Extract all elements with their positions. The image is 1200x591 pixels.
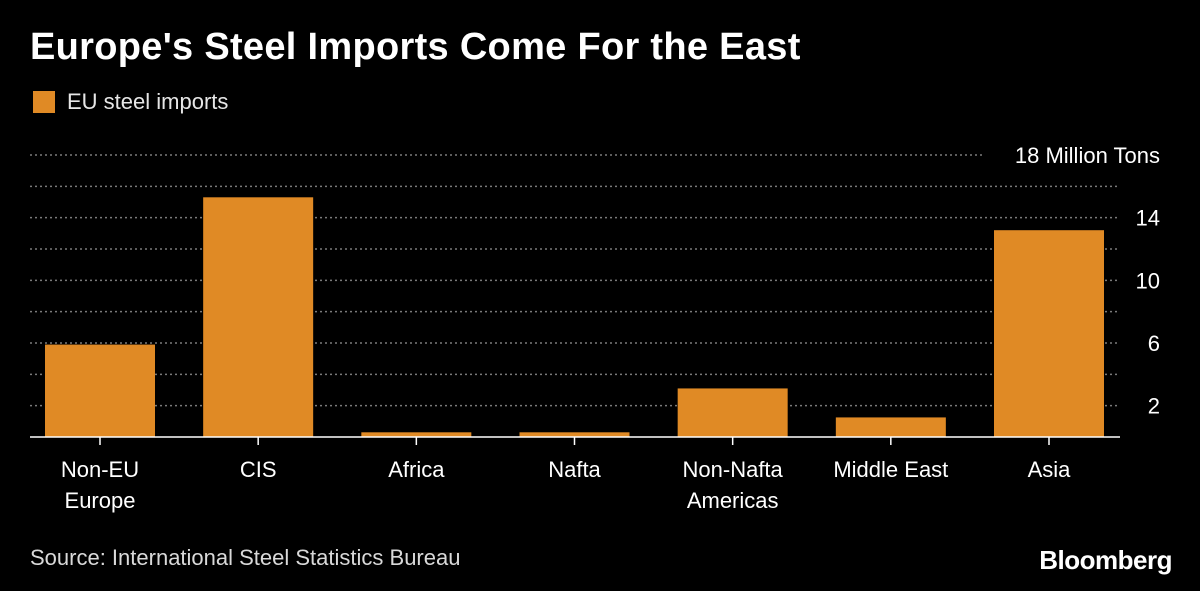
y-tick-label: 2 xyxy=(1148,394,1160,419)
bars-layer xyxy=(45,197,1104,437)
bar xyxy=(677,388,788,437)
bar xyxy=(203,197,314,437)
x-tick-label-line: Middle East xyxy=(833,457,948,482)
x-tick-label: Nafta xyxy=(548,457,601,482)
y-tick-labels: 2 6 10 14 18 Million Tons xyxy=(1015,143,1160,419)
x-tick-label-line: Non-Nafta xyxy=(683,457,784,482)
x-tick-label-line: Nafta xyxy=(548,457,601,482)
bar xyxy=(361,432,472,437)
legend-label: EU steel imports xyxy=(67,89,229,114)
legend-swatch xyxy=(33,91,55,113)
chart-title: Europe's Steel Imports Come For the East xyxy=(30,26,801,68)
x-tick-label-line: Asia xyxy=(1028,457,1072,482)
bar xyxy=(835,417,946,437)
x-tick-label-line: CIS xyxy=(240,457,277,482)
x-tick-label: Non-EU Europe xyxy=(61,457,139,513)
x-tick-label: Middle East xyxy=(833,457,948,482)
x-tick-labels: Non-EU Europe CIS Africa Nafta Non-Nafta Ameri… xyxy=(61,457,1071,513)
x-tick-label-line: Non-EU xyxy=(61,457,139,482)
x-tick-label: CIS xyxy=(240,457,277,482)
x-tick-label: Non-Nafta Americas xyxy=(683,457,784,513)
source-note: Source: International Steel Statistics B… xyxy=(30,545,461,570)
axis-layer xyxy=(30,436,1120,445)
bar xyxy=(519,432,630,437)
x-tick-label-line: Europe xyxy=(65,488,136,513)
x-tick-label-line: Americas xyxy=(687,488,779,513)
grid-layer xyxy=(30,154,1120,407)
x-tick-label: Asia xyxy=(1028,457,1072,482)
y-tick-label: 14 xyxy=(1136,206,1160,231)
x-tick-label-line: Africa xyxy=(388,457,445,482)
x-tick-label: Africa xyxy=(388,457,445,482)
legend: EU steel imports xyxy=(33,88,228,116)
y-tick-label: 10 xyxy=(1136,268,1160,293)
y-tick-label: 18 Million Tons xyxy=(1015,143,1160,168)
y-tick-label: 6 xyxy=(1148,331,1160,356)
bar xyxy=(45,344,155,437)
bloomberg-logo: Bloomberg xyxy=(1039,545,1172,575)
bar xyxy=(994,230,1104,437)
